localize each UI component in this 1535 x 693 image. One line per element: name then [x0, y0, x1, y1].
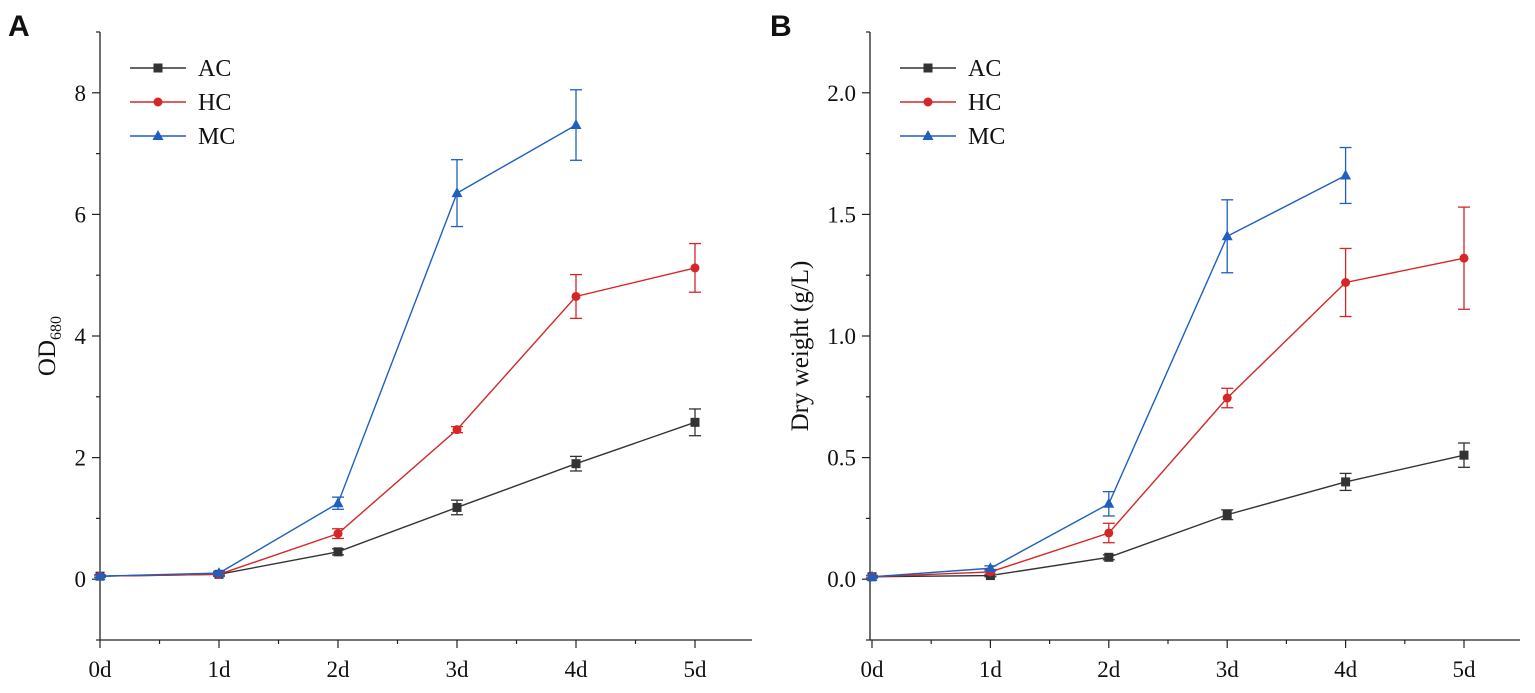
series-mc [94, 89, 582, 581]
data-point [1222, 393, 1232, 403]
y-tick-label: 8 [75, 81, 87, 106]
y-axis-title-subscript: 680 [48, 316, 65, 340]
series-ac [94, 408, 701, 581]
legend-marker [153, 97, 163, 107]
x-tick-label: 5d [684, 657, 708, 682]
y-tick-label: 2.0 [827, 81, 856, 106]
data-point [1341, 477, 1351, 487]
data-point [94, 570, 106, 581]
data-point [690, 417, 700, 427]
x-tick-label: 2d [327, 657, 351, 682]
y-axis-title-main: Dry weight (g/L) [787, 261, 814, 432]
series-line [99, 267, 696, 577]
x-tick-label: 4d [1334, 657, 1358, 682]
series-line [871, 257, 1465, 578]
legend-marker [923, 63, 933, 73]
panel-a: A 0 2 4 6 8 0d 1d 2d 3d 4d 5d OD680 AC HC MC [8, 10, 752, 682]
data-point [213, 567, 225, 578]
y-tick-label: 1.0 [827, 324, 856, 349]
data-point [1340, 169, 1352, 180]
series-line [99, 421, 696, 577]
legend-label: MC [198, 124, 235, 150]
series-line [871, 454, 1465, 578]
x-tick-label: 2d [1097, 657, 1121, 682]
x-tick-label: 4d [565, 657, 589, 682]
data-point [332, 497, 344, 508]
legend-label: HC [198, 90, 231, 116]
series-mc [866, 146, 1352, 581]
y-tick-label: 0 [75, 567, 87, 592]
x-tick-label: 5d [1453, 657, 1477, 682]
data-point [451, 187, 463, 198]
legend-entry-ac: AC [900, 56, 1001, 82]
data-point [333, 547, 343, 557]
y-axis-title: Dry weight (g/L) [787, 261, 814, 432]
y-tick-label: 0.5 [827, 446, 856, 471]
data-point [333, 529, 343, 539]
x-tick-label: 0d [861, 657, 885, 682]
legend-label: AC [968, 56, 1001, 82]
x-tick-label: 1d [208, 657, 232, 682]
legend-entry-hc: HC [900, 90, 1001, 116]
legend-label: MC [968, 124, 1005, 150]
data-point [452, 425, 462, 435]
series-ac [866, 442, 1470, 582]
data-point [984, 562, 996, 573]
legend-marker [923, 97, 933, 107]
legend-entry-mc: MC [130, 124, 235, 150]
data-point [1221, 230, 1233, 241]
x-tick-label: 3d [446, 657, 470, 682]
data-point [571, 291, 581, 301]
panel-label: A [8, 10, 30, 43]
data-point [1104, 552, 1114, 562]
x-tick-label: 1d [979, 657, 1003, 682]
legend-marker [153, 63, 163, 73]
y-tick-label: 2 [75, 446, 87, 471]
legend-entry-ac: AC [130, 56, 231, 82]
legend-label: AC [198, 56, 231, 82]
y-tick-label: 4 [75, 324, 87, 349]
y-axis-title: OD680 [34, 316, 65, 376]
data-point [570, 119, 582, 130]
legend-marker [152, 130, 164, 140]
legend-entry-mc: MC [900, 124, 1005, 150]
y-axis-title-main: OD [34, 340, 61, 376]
data-point [1104, 528, 1114, 538]
y-tick-label: 1.5 [827, 202, 856, 227]
x-tick-label: 3d [1216, 657, 1240, 682]
data-point [866, 570, 878, 581]
legend-label: HC [968, 90, 1001, 116]
data-point [1222, 510, 1232, 520]
panel-label: B [770, 10, 792, 43]
panel-b: B 0.0 0.5 1.0 1.5 2.0 0d 1d 2d 3d 4d 5d Dry weight (… [770, 10, 1520, 682]
data-point [1103, 497, 1115, 508]
data-point [1341, 277, 1351, 287]
data-point [571, 459, 581, 469]
data-point [452, 502, 462, 512]
y-tick-label: 6 [75, 202, 87, 227]
x-tick-label: 0d [89, 657, 113, 682]
data-point [690, 263, 700, 273]
y-tick-label: 0.0 [827, 567, 856, 592]
legend-entry-hc: HC [130, 90, 231, 116]
data-point [1459, 450, 1469, 460]
series-hc [866, 206, 1470, 582]
data-point [1459, 253, 1469, 263]
legend-marker [922, 130, 934, 140]
